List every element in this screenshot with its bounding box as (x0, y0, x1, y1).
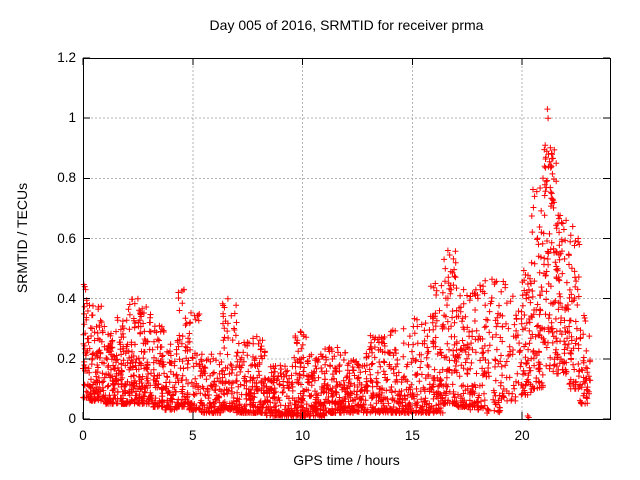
grid-lines (83, 58, 610, 419)
x-tick-label: 5 (189, 428, 197, 443)
scatter-points (80, 106, 594, 421)
y-tick-label: 0.2 (57, 350, 76, 366)
y-axis-label: SRMTID / TECUs (14, 182, 30, 294)
x-tick-label: 10 (295, 428, 311, 443)
y-tick-label: 1 (68, 110, 76, 126)
x-tick-label: 20 (514, 428, 530, 443)
y-tick-label: 0 (68, 411, 76, 426)
y-tick-label: 1.2 (57, 50, 76, 65)
y-tick-label: 0.6 (57, 230, 76, 246)
plot-frame (83, 58, 611, 420)
chart-title: Day 005 of 2016, SRMTID for receiver prm… (209, 17, 484, 33)
x-axis-label: GPS time / hours (293, 452, 400, 468)
y-tick-label: 0.8 (57, 170, 76, 186)
x-tick-label: 15 (404, 428, 420, 443)
x-tick-label: 0 (79, 428, 87, 443)
y-tick-label: 0.4 (57, 290, 76, 306)
